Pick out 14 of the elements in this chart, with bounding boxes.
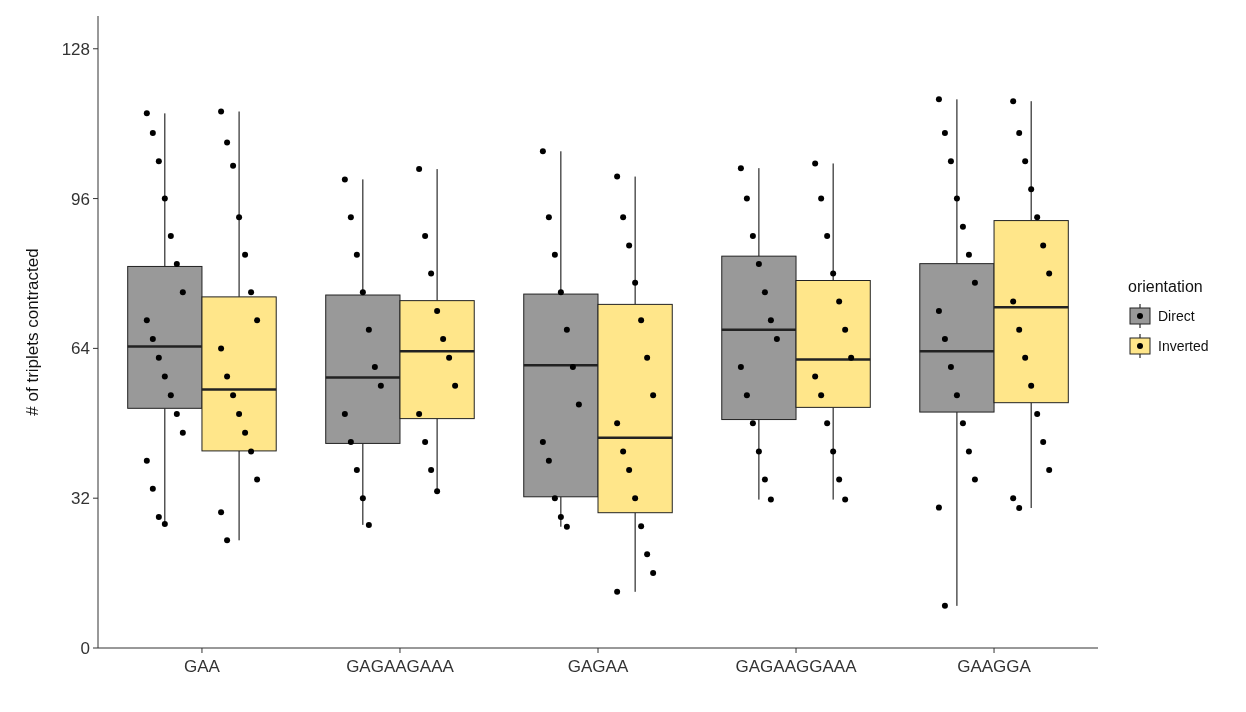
y-tick-label: 32 [71,489,90,509]
y-tick-label: 96 [71,189,90,209]
x-tick-label: GAGAA [567,657,629,676]
y-tick-label: 0 [80,638,90,658]
y-axis-title: # of triplets contracted [23,248,42,416]
legend-title: orientation [1128,278,1203,295]
x-tick-label: GAA [184,657,221,676]
legend-label: Inverted [1158,337,1209,354]
x-tick-label: GAAGGA [957,657,1032,676]
y-tick-label: 128 [61,39,90,59]
x-tick-label: GAGAAGAAA [346,657,455,676]
legend-label: Direct [1158,307,1195,324]
x-tick-label: GAGAAGGAAA [735,657,858,676]
y-tick-label: 64 [71,339,90,359]
